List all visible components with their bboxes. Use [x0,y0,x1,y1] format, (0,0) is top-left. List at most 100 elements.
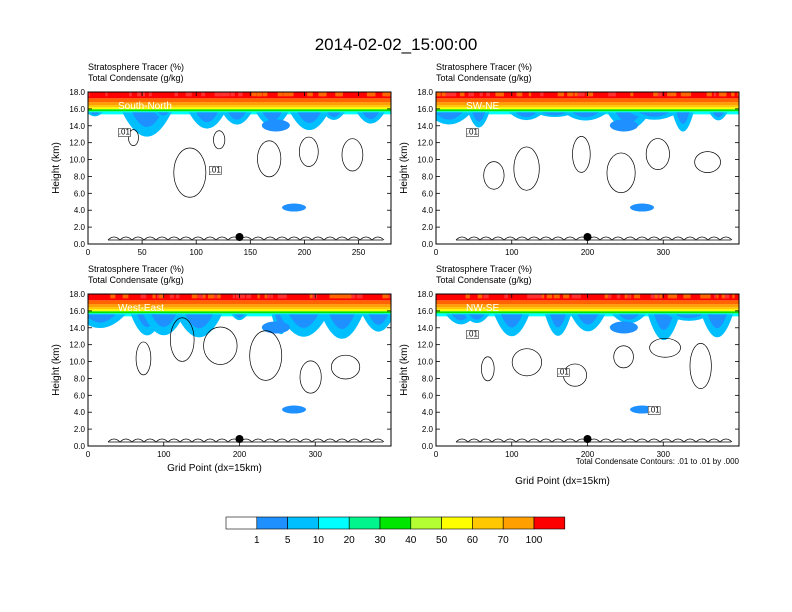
tracer-band [436,307,739,310]
tracer-lobe [262,112,282,121]
tracer-lobe [196,112,218,123]
condensate-contour [483,161,505,190]
y-tick-label: 14.0 [417,122,433,131]
panel-header-condensate: Total Condensate (g/kg) [88,275,184,285]
tracer-streak [311,294,318,299]
tracer-streak [477,294,483,299]
tracer-lobe [132,112,162,127]
tracer-streak [563,294,570,299]
tracer-lobe [675,314,703,319]
tracer-streak [238,92,243,97]
x-tick-label: 0 [434,450,439,459]
x-tick-label: 200 [233,450,247,459]
tracer-lobe [676,112,690,124]
tracer-streak [256,92,262,97]
tracer-streak [528,92,532,97]
tracer-streak [216,294,221,299]
location-marker [235,233,244,241]
tracer-streak [148,92,152,97]
tracer-streak [499,92,504,97]
condensate-contours [107,129,385,241]
condensate-contour [169,317,195,362]
tracer-band [88,98,391,103]
tracer-streak [504,294,509,299]
x-tick-label: 100 [505,248,519,257]
tracer-streak [382,294,389,299]
tracer-lobe [639,112,670,117]
y-tick-label: 8.0 [422,172,434,181]
tracer-streak [706,92,712,97]
tracer-streak [201,92,206,97]
tracer-streak [340,294,348,299]
panel-sw-ne: Stratosphere Tracer (%)Total Condensate … [399,62,740,257]
contour-label-box [557,368,570,377]
condensate-contour [203,326,238,365]
tracer-streak [683,294,686,299]
tracer-streak [152,294,156,299]
y-tick-label: 2.0 [74,223,86,232]
x-tick-label: 0 [86,248,91,257]
panel-header-condensate: Total Condensate (g/kg) [436,73,532,83]
tracer-lobe [515,112,537,118]
y-tick-label: 6.0 [74,391,86,400]
location-marker [583,233,592,241]
tracer-streak [288,92,294,97]
y-axis-label: Height (km) [51,344,62,396]
colorbar-swatch [379,516,412,530]
tracer-streak [436,92,441,97]
colorbar-label: 100 [526,535,543,546]
tracer-streak [349,294,355,299]
x-tick-label: 100 [190,248,204,257]
condensate-contour [257,140,282,178]
tracer-streak [188,92,192,97]
tracer-band [88,311,391,314]
panel-header-tracer: Stratosphere Tracer (%) [436,264,532,274]
tracer-lobe [362,112,380,120]
tracer-lobe [618,314,640,320]
panel-header-tracer: Stratosphere Tracer (%) [436,62,532,72]
x-tick-label: 50 [138,248,147,257]
tracer-streak [732,294,735,299]
tracer-streak [546,294,553,299]
tracer-band [436,109,739,112]
tracer-streak [627,294,631,299]
contour-label-box [118,128,131,137]
tracer-lobe [185,314,213,329]
y-axis-label: Height (km) [399,344,410,396]
y-tick-label: 16.0 [69,105,85,114]
tracer-streak [716,294,719,299]
tracer-field [436,92,739,212]
tracer-streak [88,92,91,97]
colorbar-label: 20 [344,535,356,546]
y-tick-label: 10.0 [69,156,85,165]
colorbar-label: 10 [313,535,325,546]
tracer-streak [257,294,260,299]
tracer-streak [483,294,489,299]
contour-label-box [466,128,479,137]
contour-label: .01 [210,166,222,175]
tracer-streak [185,92,190,97]
condensate-contour [299,360,322,394]
condensate-contour [606,152,636,194]
tracer-band [436,105,739,108]
y-tick-label: 10.0 [417,358,433,367]
condensate-contour [649,337,681,358]
tracer-streak [607,294,612,299]
tracer-band [436,309,739,312]
condensate-contour [330,354,361,380]
tracer-streak [309,294,313,299]
tracer-streak [238,294,246,299]
y-tick-label: 8.0 [74,374,86,383]
colorbar-label: 50 [436,535,448,546]
x-axis-label: Grid Point (dx=15km) [515,476,610,487]
y-tick-label: 4.0 [74,408,86,417]
tracer-streak [159,294,165,299]
x-tick-label: 200 [581,450,595,459]
tracer-lobe [157,112,169,116]
tracer-streak [208,294,215,299]
tracer-streak [191,294,198,299]
y-tick-label: 12.0 [69,341,85,350]
tracer-lobe [88,314,116,323]
y-tick-label: 2.0 [74,425,86,434]
tracer-streak [683,92,689,97]
